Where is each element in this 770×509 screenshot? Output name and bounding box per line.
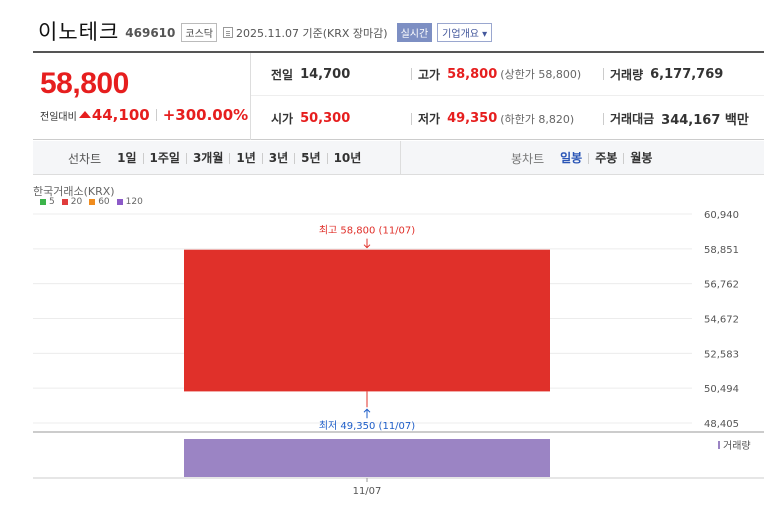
info-row-1: 전일 14,700 고가 58,800 (상한가 58,800) 거래량 6,1…: [251, 53, 764, 96]
lower-limit: (하한가 8,820): [500, 112, 575, 126]
diff-value: 44,100: [91, 106, 150, 124]
ma-swatch: [61, 199, 68, 205]
y-tick-label: 60,940: [704, 210, 739, 221]
amount-value: 344,167 백만: [661, 113, 749, 128]
volume-cell: 거래량 6,177,769: [603, 53, 723, 96]
high-label: 고가: [418, 67, 441, 82]
y-tick-label: 54,672: [704, 315, 739, 326]
high-value: 58,800: [447, 66, 498, 82]
period-option[interactable]: 일봉: [560, 150, 583, 165]
candles: [184, 249, 550, 408]
line-chart-periods: 선차트 1일 1주일 3개월 1년 3년 5년 10년: [68, 141, 367, 175]
annotations: 최고 58,800 (11/07) 최저 49,350 (11/07) 거래량: [319, 225, 751, 452]
prev-close-label: 전일: [271, 67, 294, 82]
volume-bar: [184, 439, 550, 477]
period-option[interactable]: 1년: [229, 152, 261, 164]
company-overview-button[interactable]: 기업개요 ▾: [437, 23, 493, 42]
open-value: 50,300: [300, 111, 351, 126]
ma-swatch: [116, 199, 123, 205]
price-diff-row: 전일대비 44,100 +300.00%: [40, 106, 248, 124]
x-tick-label: 11/07: [353, 486, 382, 497]
upper-limit: (상한가 58,800): [500, 68, 582, 81]
high-cell: 고가 58,800 (상한가 58,800): [411, 53, 581, 96]
arrow-down-icon: [363, 238, 371, 249]
low-cell: 저가 49,350 (하한가 8,820): [411, 97, 574, 140]
period-option[interactable]: 3개월: [185, 152, 229, 164]
realtime-button[interactable]: 실시간: [396, 23, 433, 42]
up-arrow-icon: [78, 110, 91, 118]
period-option[interactable]: 3년: [261, 152, 294, 164]
arrow-up-icon: [363, 408, 371, 419]
high-annotation: 최고 58,800 (11/07): [319, 225, 415, 237]
period-selector-bar: 선차트 1일 1주일 3개월 1년 3년 5년 10년 봉차트 일봉 주봉 월봉: [33, 141, 764, 175]
volume-legend-label: 거래량: [723, 440, 751, 452]
ma-legend-item: 120: [116, 197, 143, 207]
prev-close-cell: 전일 14,700: [271, 53, 350, 96]
y-tick-label: 56,762: [704, 280, 739, 291]
y-tick-label: 50,494: [704, 384, 739, 395]
ma-swatch: [89, 199, 96, 205]
ma-swatch: [40, 199, 46, 205]
divider: [155, 109, 157, 121]
open-cell: 시가 50,300: [271, 97, 350, 140]
amount-label: 거래대금: [610, 112, 655, 126]
stock-name: 이노테크: [38, 20, 120, 44]
y-tick-label: 52,583: [704, 349, 739, 360]
ma-label: 120: [125, 197, 143, 207]
period-option[interactable]: 1일: [117, 150, 137, 165]
date-info: 2025.11.07 기준(KRX 장마감): [223, 25, 388, 41]
stock-code: 469610: [125, 26, 176, 40]
ma-legend-item: 20: [61, 197, 83, 207]
ma-legend-item: 60: [89, 197, 110, 207]
price-info-grid: 전일 14,700 고가 58,800 (상한가 58,800) 거래량 6,1…: [251, 53, 764, 140]
low-annotation: 최저 49,350 (11/07): [319, 420, 415, 432]
stock-header: 이노테크 469610 코스닥 2025.11.07 기준(KRX 장마감) 실…: [38, 18, 493, 44]
ma-legend-item: 5: [40, 197, 55, 207]
date-text: 2025.11.07 기준(KRX 장마감): [236, 26, 388, 40]
diff-label: 전일대비: [40, 111, 77, 123]
x-axis: 11/07: [353, 478, 382, 497]
line-chart-title: 선차트: [68, 151, 102, 166]
market-tag: 코스닥: [181, 23, 217, 42]
period-option[interactable]: 10년: [326, 152, 368, 164]
document-icon: [223, 27, 233, 38]
current-price-cell: 58,800 전일대비 44,100 +300.00%: [33, 53, 251, 140]
volume-value: 6,177,769: [650, 66, 724, 82]
current-price: 58,800: [40, 67, 129, 100]
y-tick-label: 48,405: [704, 419, 739, 430]
candle-body: [184, 249, 550, 392]
chart-grid: [33, 213, 764, 479]
low-value: 49,350: [447, 111, 498, 126]
low-label: 저가: [418, 112, 441, 126]
ma-label: 60: [98, 197, 110, 207]
price-summary: 58,800 전일대비 44,100 +300.00% 전일 14,700 고가…: [33, 51, 764, 140]
moving-average-legend: 5 20 60 120: [40, 197, 150, 207]
ma-label: 20: [70, 197, 83, 207]
diff-rate: +300.00%: [162, 106, 249, 124]
y-tick-label: 58,851: [704, 245, 739, 256]
y-axis: 60,940 58,851 56,762 54,672 52,583 50,494 48,4…: [704, 210, 739, 430]
candle-chart-title: 봉차트: [511, 151, 545, 166]
period-option[interactable]: 1주일: [142, 152, 186, 164]
prev-close-value: 14,700: [300, 66, 351, 82]
open-label: 시가: [271, 112, 294, 126]
candle-chart-periods: 봉차트 일봉 주봉 월봉: [511, 141, 658, 175]
period-divider: [400, 141, 401, 175]
ma-label: 5: [49, 197, 55, 207]
amount-cell: 거래대금 344,167 백만: [603, 97, 749, 140]
info-row-2: 시가 50,300 저가 49,350 (하한가 8,820) 거래대금 344…: [251, 97, 764, 140]
volume-bars: [184, 439, 550, 477]
period-option[interactable]: 5년: [294, 152, 326, 164]
period-option[interactable]: 월봉: [623, 152, 658, 164]
volume-legend-swatch: [718, 441, 720, 449]
volume-label: 거래량: [610, 67, 644, 82]
period-option[interactable]: 주봉: [588, 152, 623, 164]
chart-source: 한국거래소(KRX): [33, 185, 115, 198]
